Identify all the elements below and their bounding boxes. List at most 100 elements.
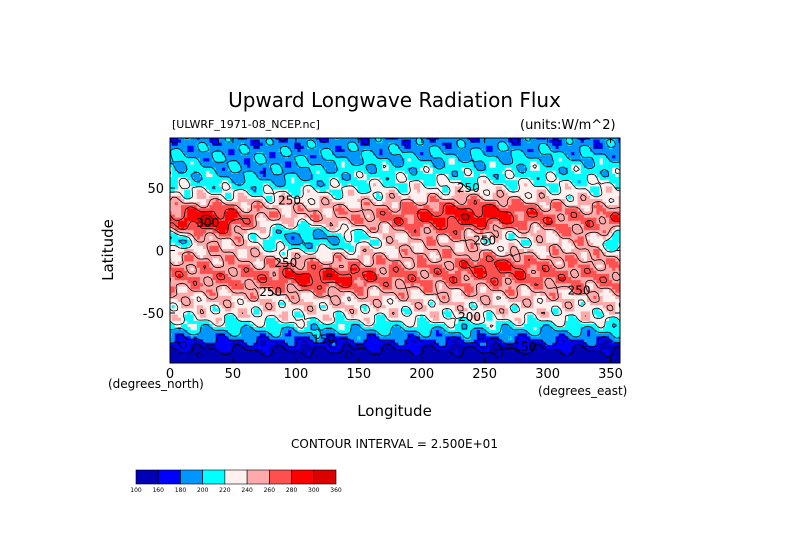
heatmap-cell [369,202,374,206]
heatmap-cell [524,195,528,200]
heatmap-cell [237,164,242,169]
heatmap-cell [442,223,446,228]
heatmap-cell [577,183,582,187]
heatmap-cell [417,220,421,225]
heatmap-cell [571,233,575,237]
heatmap-cell [602,208,607,212]
heatmap-cell [316,192,320,197]
heatmap-cell [303,195,308,200]
heatmap-cell [259,148,264,153]
heatmap-cell [429,239,434,244]
heatmap-cell [376,138,380,140]
heatmap-cell [369,158,374,162]
heatmap-cell [580,195,585,200]
heatmap-cell [486,239,490,244]
heatmap-cell [181,161,185,165]
heatmap-cell [590,220,594,225]
heatmap-cell [363,189,368,194]
heatmap-cell [366,223,371,228]
heatmap-cell [442,198,446,203]
heatmap-cell [404,158,408,162]
heatmap-cell [199,189,204,194]
heatmap-cell [583,180,588,184]
heatmap-cell [203,180,207,184]
heatmap-cell [341,164,346,169]
heatmap-cell [539,220,544,225]
heatmap-cell [457,211,462,215]
heatmap-cell [439,242,443,247]
heatmap-cell [577,233,582,237]
heatmap-cell [328,208,333,212]
heatmap-cell [203,217,207,222]
heatmap-cell [417,202,421,206]
heatmap-cell [401,205,405,209]
heatmap-cell [533,198,538,203]
heatmap-cell [310,227,314,231]
heatmap-cell [291,142,295,147]
heatmap-cell [388,155,393,159]
heatmap-cell [605,198,610,203]
heatmap-cell [218,180,223,184]
heatmap-cell [262,189,267,194]
heatmap-cell [542,152,547,156]
heatmap-cell [221,211,226,215]
heatmap-cell [350,161,355,165]
heatmap-cell [347,223,352,228]
heatmap-cell [501,202,506,206]
heatmap-cell [517,233,522,237]
heatmap-cell [372,227,377,231]
heatmap-cell [284,148,289,153]
heatmap-cell [555,180,560,184]
heatmap-cell [234,233,239,237]
heatmap-cell [272,170,276,175]
heatmap-cell [590,239,594,244]
heatmap-cell [225,205,229,209]
heatmap-cell [608,173,613,178]
heatmap-cell [470,202,475,206]
heatmap-cell [404,138,408,140]
heatmap-cell [590,139,594,144]
heatmap-cell [457,217,462,222]
heatmap-cell [410,186,415,190]
heatmap-cell [344,183,349,187]
heatmap-cell [451,145,456,150]
heatmap-cell [590,177,594,181]
heatmap-cell [269,239,273,244]
heatmap-cell [190,173,194,178]
heatmap-cell [552,173,556,178]
heatmap-cell [417,236,421,240]
heatmap-cell [608,208,613,212]
heatmap-cell [281,198,286,203]
heatmap-cell [256,164,261,169]
heatmap-cell [530,164,534,169]
heatmap-cell [190,220,194,225]
heatmap-cell [231,230,235,234]
heatmap-cell [259,220,264,225]
heatmap-cell [376,177,380,181]
heatmap-cell [303,145,308,150]
heatmap-cell [322,220,327,225]
heatmap-cell [278,142,283,147]
heatmap-cell [247,236,251,240]
heatmap-cell [448,230,453,234]
heatmap-cell [379,142,383,147]
heatmap-cell [417,208,421,212]
heatmap-cell [388,177,393,181]
heatmap-cell [369,145,374,150]
heatmap-cell [187,214,191,219]
heatmap-cell [568,148,572,153]
heatmap-cell [451,192,456,197]
heatmap-cell [423,145,427,150]
heatmap-cell [325,189,330,194]
heatmap-cell [501,227,506,231]
heatmap-cell [527,227,531,231]
heatmap-cell [426,145,431,150]
heatmap-cell [439,152,443,156]
heatmap-cell [385,186,390,190]
heatmap-cell [240,205,245,209]
heatmap-cell [259,214,264,219]
heatmap-cell [464,230,468,234]
heatmap-cell [319,177,324,181]
heatmap-cell [546,183,550,187]
heatmap-cell [464,148,468,153]
